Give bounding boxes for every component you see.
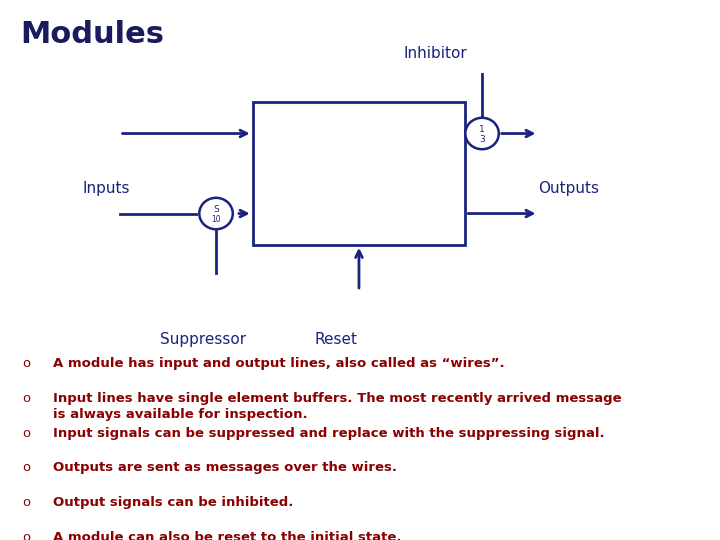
Text: o: o bbox=[22, 461, 31, 474]
Text: Inputs: Inputs bbox=[82, 181, 130, 197]
Text: o: o bbox=[22, 427, 31, 440]
Text: 1: 1 bbox=[480, 125, 485, 134]
Text: Modules: Modules bbox=[20, 21, 164, 50]
Text: A module can also be reset to the initial state.: A module can also be reset to the initia… bbox=[53, 531, 402, 540]
Text: Outputs are sent as messages over the wires.: Outputs are sent as messages over the wi… bbox=[53, 461, 397, 474]
Text: 10: 10 bbox=[211, 215, 221, 224]
Ellipse shape bbox=[199, 198, 233, 230]
Text: Input signals can be suppressed and replace with the suppressing signal.: Input signals can be suppressed and repl… bbox=[53, 427, 605, 440]
Text: 3: 3 bbox=[480, 135, 485, 144]
Text: o: o bbox=[22, 496, 31, 509]
Text: Inhibitor: Inhibitor bbox=[403, 46, 467, 61]
Text: o: o bbox=[22, 357, 31, 370]
Ellipse shape bbox=[465, 118, 499, 149]
Text: A module has input and output lines, also called as “wires”.: A module has input and output lines, als… bbox=[53, 357, 505, 370]
Text: Reset: Reset bbox=[314, 332, 357, 347]
Text: Outputs: Outputs bbox=[539, 181, 600, 197]
Text: Input lines have single element buffers. The most recently arrived message
is al: Input lines have single element buffers.… bbox=[53, 392, 622, 421]
Text: o: o bbox=[22, 531, 31, 540]
Text: Output signals can be inhibited.: Output signals can be inhibited. bbox=[53, 496, 294, 509]
Text: S: S bbox=[213, 205, 219, 214]
Text: Suppressor: Suppressor bbox=[160, 332, 246, 347]
Text: o: o bbox=[22, 392, 31, 405]
FancyBboxPatch shape bbox=[253, 102, 465, 245]
